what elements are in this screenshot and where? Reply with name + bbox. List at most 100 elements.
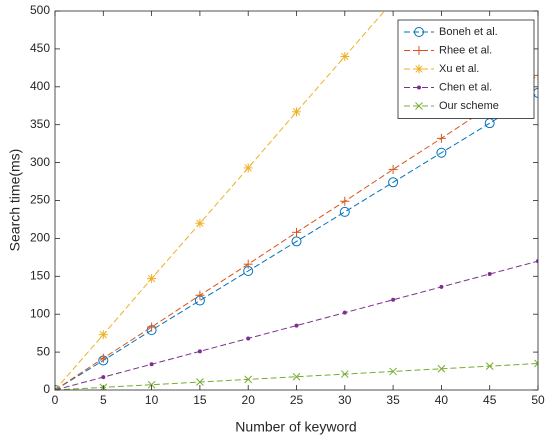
marker	[339, 206, 350, 217]
marker-dot	[197, 349, 202, 354]
marker-dot	[487, 272, 492, 277]
x-axis-label: Number of keyword	[235, 419, 356, 435]
x-tick-label: 20	[242, 393, 256, 407]
marker	[485, 362, 494, 370]
marker	[340, 51, 350, 61]
marker	[147, 380, 156, 389]
marker-stroke	[244, 375, 253, 384]
marker-stroke	[415, 65, 423, 73]
marker-circle	[414, 27, 424, 37]
marker	[414, 46, 424, 55]
marker	[417, 85, 421, 90]
marker-stroke	[437, 364, 446, 373]
marker-dot	[246, 336, 251, 341]
x-tick-label: 15	[193, 393, 207, 407]
marker	[195, 218, 205, 228]
series-line	[55, 11, 386, 390]
x-tick-label: 40	[435, 393, 449, 407]
marker-stroke	[196, 219, 204, 227]
x-tick-label: 50	[531, 393, 545, 407]
marker-stroke	[244, 164, 252, 172]
marker	[98, 330, 108, 340]
marker-stroke	[292, 372, 301, 381]
legend-label: Chen et al.	[439, 81, 492, 93]
plot-lines	[55, 0, 538, 390]
marker-stroke	[390, 0, 397, 4]
marker-stroke	[534, 359, 538, 365]
marker	[487, 272, 492, 277]
y-tick-label: 250	[30, 193, 50, 207]
marker	[340, 196, 350, 206]
x-tick-label: 45	[483, 393, 497, 407]
marker	[291, 236, 302, 247]
marker-dot	[294, 323, 299, 328]
marker-stroke	[534, 362, 538, 368]
marker	[436, 147, 447, 158]
marker	[415, 102, 423, 110]
marker-stroke	[415, 102, 423, 110]
marker	[389, 367, 397, 376]
marker	[197, 349, 202, 354]
marker	[244, 375, 253, 384]
series-line	[55, 260, 538, 390]
marker	[294, 323, 299, 328]
x-tick-label: 25	[290, 393, 304, 407]
marker	[437, 364, 446, 373]
marker	[101, 375, 106, 380]
marker	[98, 353, 108, 363]
y-tick-label: 400	[30, 79, 50, 93]
marker	[55, 386, 59, 390]
marker-dot	[391, 297, 396, 302]
marker	[533, 70, 538, 80]
x-tick-label: 30	[338, 393, 352, 407]
x-tick-label: 0	[52, 393, 59, 407]
series-line	[55, 92, 538, 390]
x-tick-label: 35	[386, 393, 400, 407]
marker	[147, 274, 157, 284]
y-tick-label: 200	[30, 231, 50, 245]
marker	[436, 133, 446, 143]
x-tick-label: 10	[145, 393, 159, 407]
marker-stroke	[147, 380, 156, 389]
marker	[391, 297, 396, 302]
legend-label: Our scheme	[439, 100, 499, 112]
y-tick-label: 150	[30, 268, 50, 282]
marker	[534, 359, 538, 368]
marker-stroke	[390, 0, 397, 4]
marker-stroke	[341, 52, 349, 61]
marker-circle	[291, 236, 302, 247]
y-tick-label: 300	[30, 155, 50, 169]
marker	[388, 164, 398, 174]
marker	[292, 107, 301, 117]
marker	[388, 177, 399, 188]
marker-dot	[342, 310, 347, 315]
marker-stroke	[55, 386, 59, 390]
y-axis-label: Search time(ms)	[7, 149, 23, 252]
y-tick-label: 100	[30, 306, 50, 320]
marker	[246, 336, 251, 341]
y-tick-label: 500	[30, 3, 50, 17]
marker-dot	[417, 85, 421, 90]
marker-stroke	[340, 370, 349, 378]
legend-label: Rhee et al.	[439, 44, 492, 56]
marker-stroke	[196, 378, 204, 386]
x-tick-label: 5	[100, 393, 107, 407]
marker-dot	[439, 284, 444, 289]
marker-dot	[149, 362, 154, 367]
y-tick-label: 0	[43, 382, 50, 396]
legend-label: Boneh et al.	[439, 26, 498, 38]
marker	[196, 378, 204, 386]
marker-stroke	[147, 274, 156, 283]
marker-circle	[436, 147, 447, 158]
marker-circle	[388, 177, 399, 188]
marker	[414, 64, 424, 74]
y-tick-label: 350	[30, 117, 50, 131]
marker	[195, 290, 205, 300]
marker	[243, 259, 253, 269]
marker-stroke	[99, 331, 107, 339]
marker-stroke	[485, 362, 494, 370]
marker-stroke	[389, 367, 397, 376]
marker	[439, 284, 444, 289]
marker	[342, 310, 347, 315]
